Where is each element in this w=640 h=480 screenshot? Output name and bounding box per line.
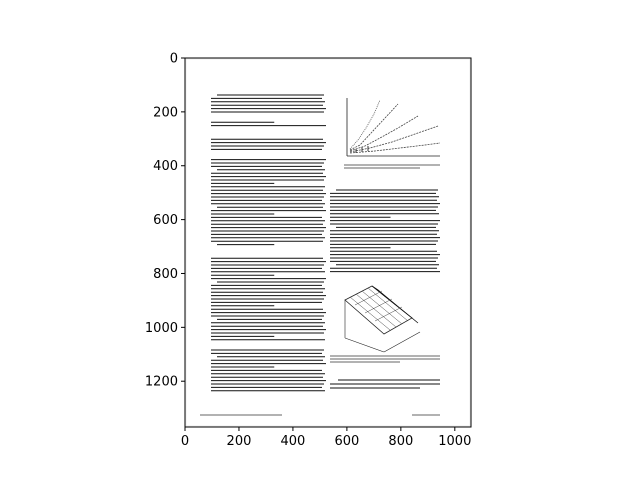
x-axis-ticks: 0 200 400 600 800 1000 <box>181 427 471 449</box>
left-text-column <box>211 94 326 392</box>
surface-plot-figure <box>344 285 421 353</box>
x-tick-label: 600 <box>334 434 359 449</box>
right-text-column <box>330 189 440 273</box>
y-axis-ticks: 0 200 400 600 800 1000 1200 <box>145 52 185 390</box>
x-tick-label: 1000 <box>438 434 471 449</box>
page-border <box>185 58 471 427</box>
y-tick-label: 600 <box>153 213 178 228</box>
x-tick-label: 800 <box>388 434 413 449</box>
y-tick-label: 1000 <box>145 321 178 336</box>
scanned-page-image <box>185 58 471 427</box>
x-tick-label: 0 <box>181 434 189 449</box>
line-plot-figure <box>346 98 441 157</box>
y-tick-label: 1200 <box>145 375 178 390</box>
x-tick-label: 200 <box>227 434 252 449</box>
y-tick-label: 400 <box>153 159 178 174</box>
x-tick-label: 400 <box>281 434 306 449</box>
y-tick-label: 0 <box>170 52 178 67</box>
y-tick-label: 800 <box>153 267 178 282</box>
y-tick-label: 200 <box>153 105 178 120</box>
